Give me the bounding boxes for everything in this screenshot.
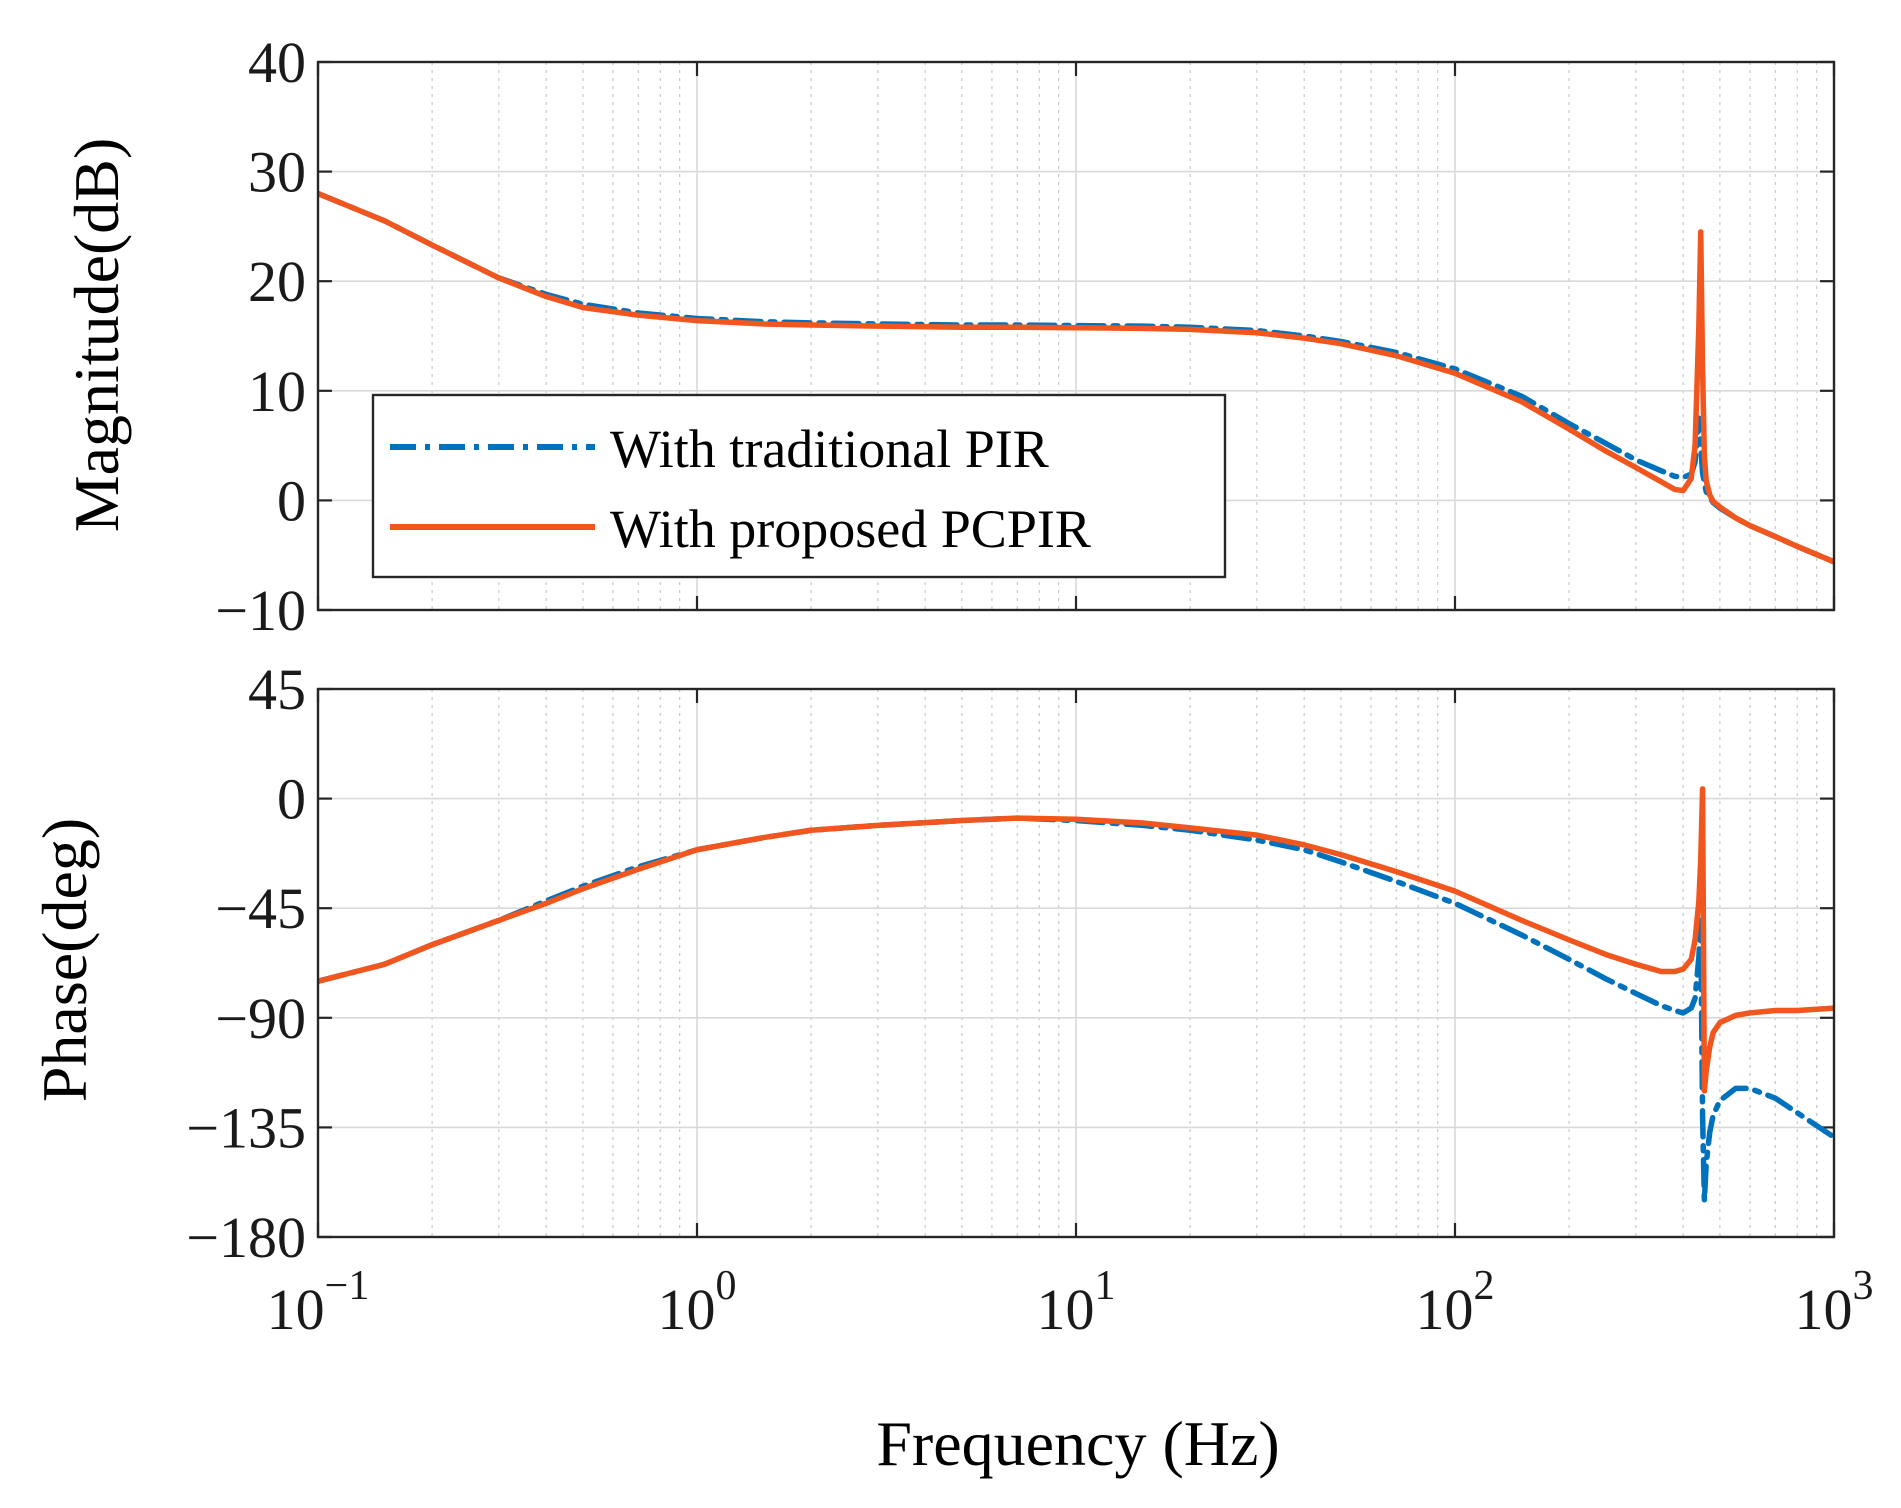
y-tick-label-magnitude: 10 [248,359,306,424]
y-tick-label-magnitude: 20 [248,249,306,314]
y-tick-label-phase: 0 [277,767,306,832]
y-tick-label-phase: 45 [248,657,306,722]
y-tick-label-magnitude: 40 [248,30,306,95]
y-tick-label-phase: −180 [186,1205,306,1270]
y-tick-label-phase: −90 [215,986,306,1051]
legend-label-traditional-pir: With traditional PIR [610,419,1049,479]
series-line-traditional-pir-magnitude [318,190,1834,565]
legend-box [371,393,1227,579]
y-tick-label-magnitude: 30 [248,140,306,205]
plot-frame-magnitude [316,60,1836,612]
phase-axis-label: Phase(deg) [29,818,100,1102]
y-tick-label-magnitude: 0 [277,468,306,533]
x-tick-label: 10−1 [267,1263,370,1342]
axis-labels: Magnitude(dB) Phase(deg) Frequency (Hz) [29,138,1280,1479]
y-tick-label-magnitude: −10 [215,578,306,643]
y-tick-label-phase: −135 [186,1095,306,1160]
legend: With traditional PIR With proposed PCPIR [371,393,1227,579]
plot-frame-phase [316,687,1836,1239]
x-tick-label: 101 [1037,1263,1116,1342]
legend-label-proposed-pcpir: With proposed PCPIR [610,499,1091,559]
y-tick-label-phase: −45 [215,876,306,941]
magnitude-axis-label: Magnitude(dB) [61,138,132,533]
x-tick-label: 100 [658,1263,737,1342]
frequency-axis-label: Frequency (Hz) [876,1408,1279,1479]
x-tick-label: 102 [1416,1263,1495,1342]
x-tick-label: 103 [1795,1263,1874,1342]
magnitude-plot: 40 30 20 10 0 −10 [215,30,1836,643]
series-line-proposed-pcpir-magnitude [318,190,1834,565]
series-line-proposed-pcpir-phase [318,786,1834,1094]
